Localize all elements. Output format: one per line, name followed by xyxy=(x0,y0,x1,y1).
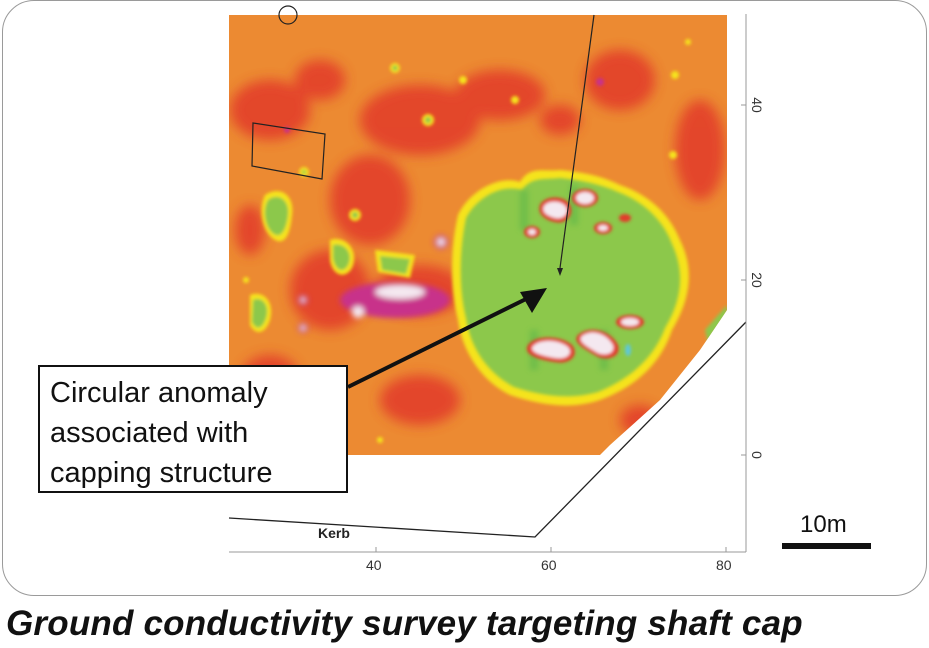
callout-line: capping structure xyxy=(50,457,273,489)
x-tick-80: 80 xyxy=(716,557,732,573)
x-tick-60: 60 xyxy=(541,557,557,573)
anomaly-callout: Circular anomaly associated with capping… xyxy=(38,365,348,493)
y-tick-40: 40 xyxy=(748,97,765,113)
y-tick-0: 0 xyxy=(748,451,765,459)
outline-rectangle xyxy=(251,122,326,180)
y-tick-20: 20 xyxy=(748,272,765,288)
callout-line: Circular anomaly xyxy=(50,377,268,409)
kerb-label: Kerb xyxy=(318,525,350,541)
scale-bar xyxy=(782,543,871,549)
x-tick-40: 40 xyxy=(366,557,382,573)
callout-line: associated with xyxy=(50,417,249,449)
conductivity-map: 40 60 80 40 20 0 Kerb 10m xyxy=(228,5,871,573)
marker-circle xyxy=(278,5,298,25)
scale-label: 10m xyxy=(800,511,847,538)
figure-caption: Ground conductivity survey targeting sha… xyxy=(6,604,803,643)
survey-heatmap xyxy=(228,5,747,553)
